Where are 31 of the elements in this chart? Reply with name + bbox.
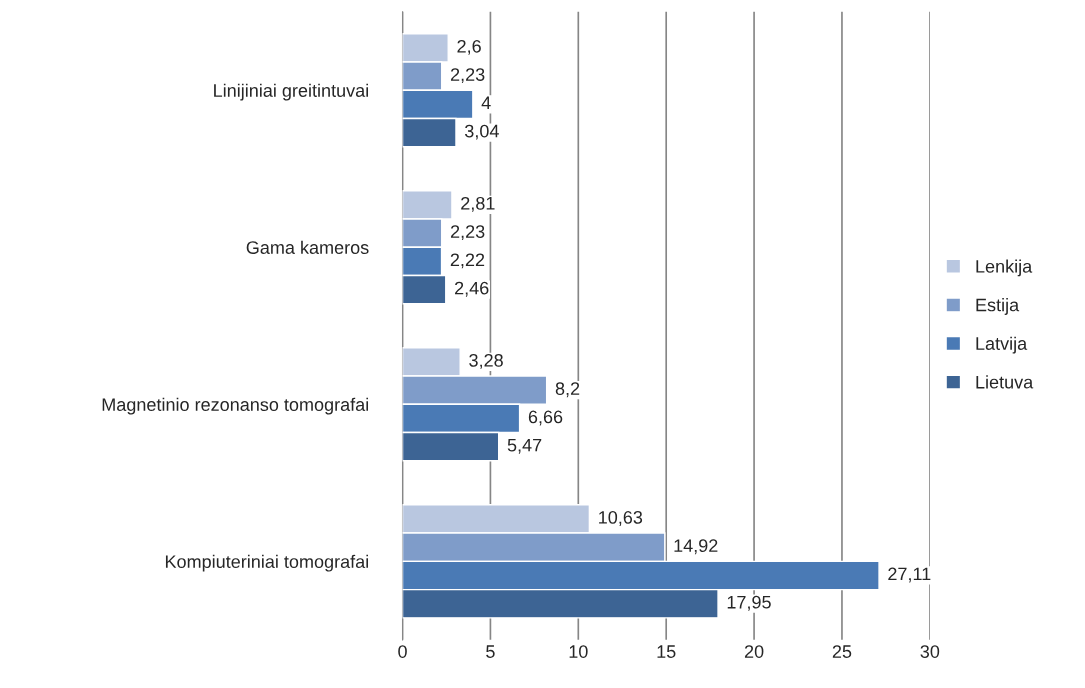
legend-label: Lietuva [976,375,1034,389]
data-label: 2,46 [455,281,489,297]
data-label: 17,95 [727,595,771,611]
data-label: 2,22 [450,253,485,269]
x-tick-label: 20 [744,645,764,658]
x-tick-label: 10 [569,645,588,658]
data-label: 4 [481,96,491,110]
data-label: 10,63 [599,510,643,526]
x-tick-label: 25 [832,645,852,658]
data-label: 5,47 [507,438,542,454]
y-tick-label: Linijiniai greitintuvai [214,83,368,101]
x-tick-label: 5 [486,645,495,658]
data-label: 2,6 [457,39,481,55]
data-label: 8,2 [555,382,580,398]
legend-label: Latvija [976,336,1028,354]
x-tick-label: 30 [920,645,940,658]
data-label: 2,23 [450,225,485,241]
y-tick-label: Magnetinio rezonanso tomografai [102,397,369,415]
data-label: 3,28 [469,353,503,369]
x-tick-label: 15 [657,645,676,658]
legend-label: Estija [976,298,1020,315]
y-tick-label: Gama kameros [246,240,369,254]
x-tick-label: 0 [398,645,407,658]
data-label: 6,66 [528,410,563,426]
data-label: 14,92 [674,539,718,555]
legend-label: Lenkija [976,259,1033,277]
data-label: 2,81 [461,196,495,212]
data-label: 3,04 [464,124,499,140]
data-label: 2,23 [450,68,485,84]
data-label: 27,11 [888,567,931,583]
y-tick-label: Kompiuteriniai tomografai [165,554,368,572]
